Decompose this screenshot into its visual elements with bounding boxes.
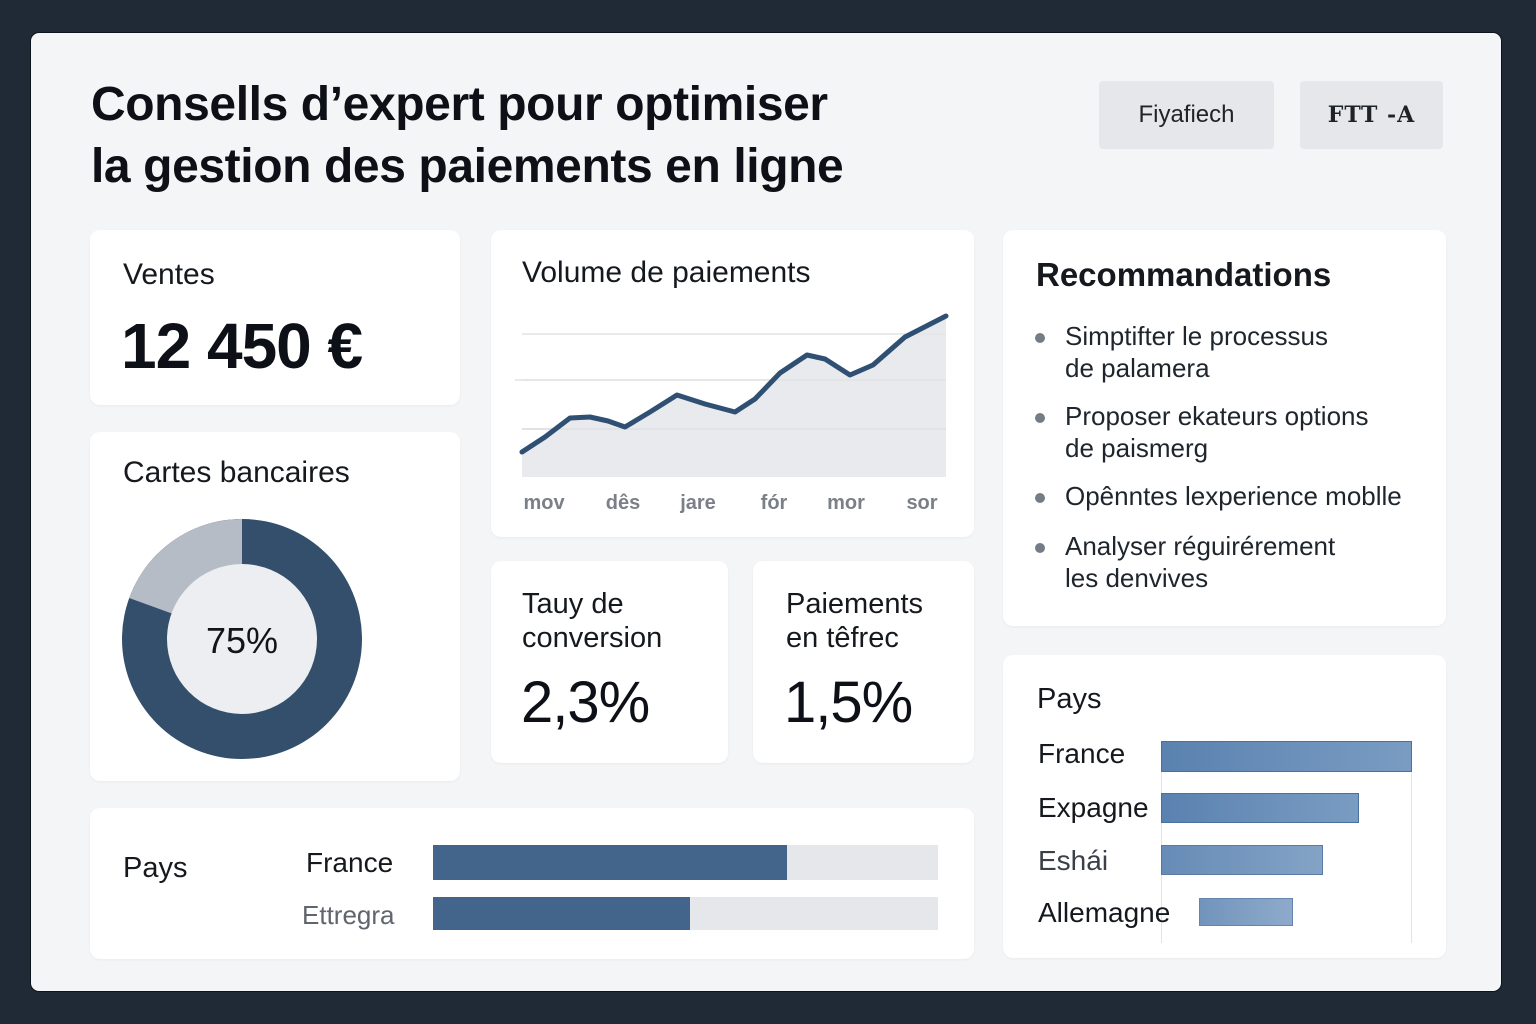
country-bar [1161,793,1359,823]
page-title: Consells d’expert pour optimiser la gest… [91,74,991,198]
recommendation-item: Opênntes lexperience moblle [1035,480,1430,512]
countries-bottom-title: Pays [123,852,188,884]
country-label: Allemagne [1038,897,1171,928]
header-button-1[interactable]: Fiyafiech [1099,81,1274,149]
x-label: dês [605,492,641,514]
x-label: jare [680,492,716,514]
country-label: Expagne [1038,792,1149,823]
recommendations-list: Simptifter le processus de palamera Prop… [1035,320,1430,610]
failed-payments-card: Paiements en têfrec 1,5% [753,561,974,763]
country-bar [433,845,787,880]
x-label: mor [827,492,865,514]
bullet-icon [1035,493,1045,503]
sales-card: Ventes 12 450 € [90,230,460,405]
recommendation-text: Opênntes lexperience moblle [1065,481,1402,511]
countries-right-title: Pays [1037,683,1102,715]
recommendations-card: Recommandations Simptifter le processus … [1003,230,1446,626]
conversion-rate-label-line: Tauy de [522,588,624,620]
conversion-rate-card: Tauy de conversion 2,3% [491,561,728,763]
country-label: Ettregra [302,900,395,930]
payment-volume-x-axis: mov dês jare fór mor sor [522,492,952,520]
page-title-line-2: la gestion des paiements en ligne [91,140,844,193]
recommendation-text: de palamera [1065,353,1210,383]
bank-cards-percentage: 75% [205,620,279,661]
x-label: sor [906,492,938,514]
country-bar [433,897,690,930]
bullet-icon [1035,333,1045,343]
payment-volume-title: Volume de paiements [522,256,811,289]
recommendation-text: les denvives [1065,563,1209,593]
header-button-2[interactable]: FTT -A [1300,81,1443,149]
countries-right-axis-left [1161,741,1162,943]
recommendation-item: Proposer ekateurs options de paismerg [1035,400,1430,464]
failed-payments-value: 1,5% [784,670,913,735]
recommendation-text: Simptifter le processus [1065,321,1328,351]
bullet-icon [1035,413,1045,423]
recommendation-item: Analyser réguirérement les denvives [1035,530,1430,594]
payment-volume-chart [515,313,949,477]
recommendation-text: de paismerg [1065,433,1209,463]
country-label: France [306,847,394,878]
bullet-icon [1035,543,1045,553]
bank-cards-title: Cartes bancaires [123,456,350,489]
country-bar [1161,741,1412,772]
country-bar [1161,845,1323,875]
country-label: France [1038,738,1126,769]
sales-value: 12 450 € [121,310,363,382]
recommendation-item: Simptifter le processus de palamera [1035,320,1430,384]
conversion-rate-value: 2,3% [521,670,650,735]
recommendations-title: Recommandations [1036,256,1332,293]
failed-payments-label-line: Paiements [786,588,924,620]
countries-right-axis-right [1411,741,1412,943]
bank-cards-donut-chart [122,519,362,759]
sales-label: Ventes [123,258,215,291]
page-title-line-1: Consells d’expert pour optimiser [91,78,828,131]
recommendation-text: Proposer ekateurs options [1065,401,1369,431]
country-label: Eshái [1038,845,1109,876]
failed-payments-label: Paiements en têfrec [786,587,923,655]
conversion-rate-label-line: conversion [522,622,663,654]
x-label: mov [523,492,565,514]
failed-payments-label-line: en têfrec [786,622,899,654]
countries-card-bottom: Pays [90,808,974,959]
x-label: fór [760,492,788,514]
country-bar [1199,898,1293,926]
conversion-rate-label: Tauy de conversion [522,587,662,655]
recommendation-text: Analyser réguirérement [1065,531,1336,561]
